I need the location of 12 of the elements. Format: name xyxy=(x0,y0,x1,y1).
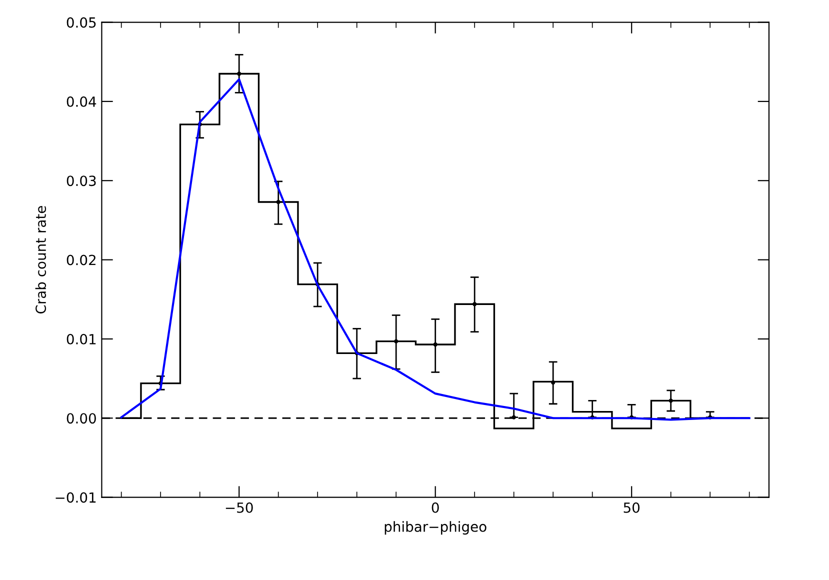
y-tick-label: 0.03 xyxy=(66,176,96,186)
y-tick-label: 0.04 xyxy=(66,96,96,107)
y-axis-title: Crab count rate xyxy=(35,206,46,314)
y-tick-label: 0.01 xyxy=(66,334,96,344)
x-tick-label: 50 xyxy=(624,502,640,513)
x-tick-label: −50 xyxy=(226,502,253,513)
y-tick-label: 0.05 xyxy=(66,17,96,28)
y-tick-label: 0.00 xyxy=(66,413,96,424)
x-tick-label: 0 xyxy=(432,502,439,513)
x-axis-title: phibar−phigeo xyxy=(384,521,486,535)
y-tick-label: −0.01 xyxy=(56,492,96,503)
y-tick-label: 0.02 xyxy=(66,254,96,266)
